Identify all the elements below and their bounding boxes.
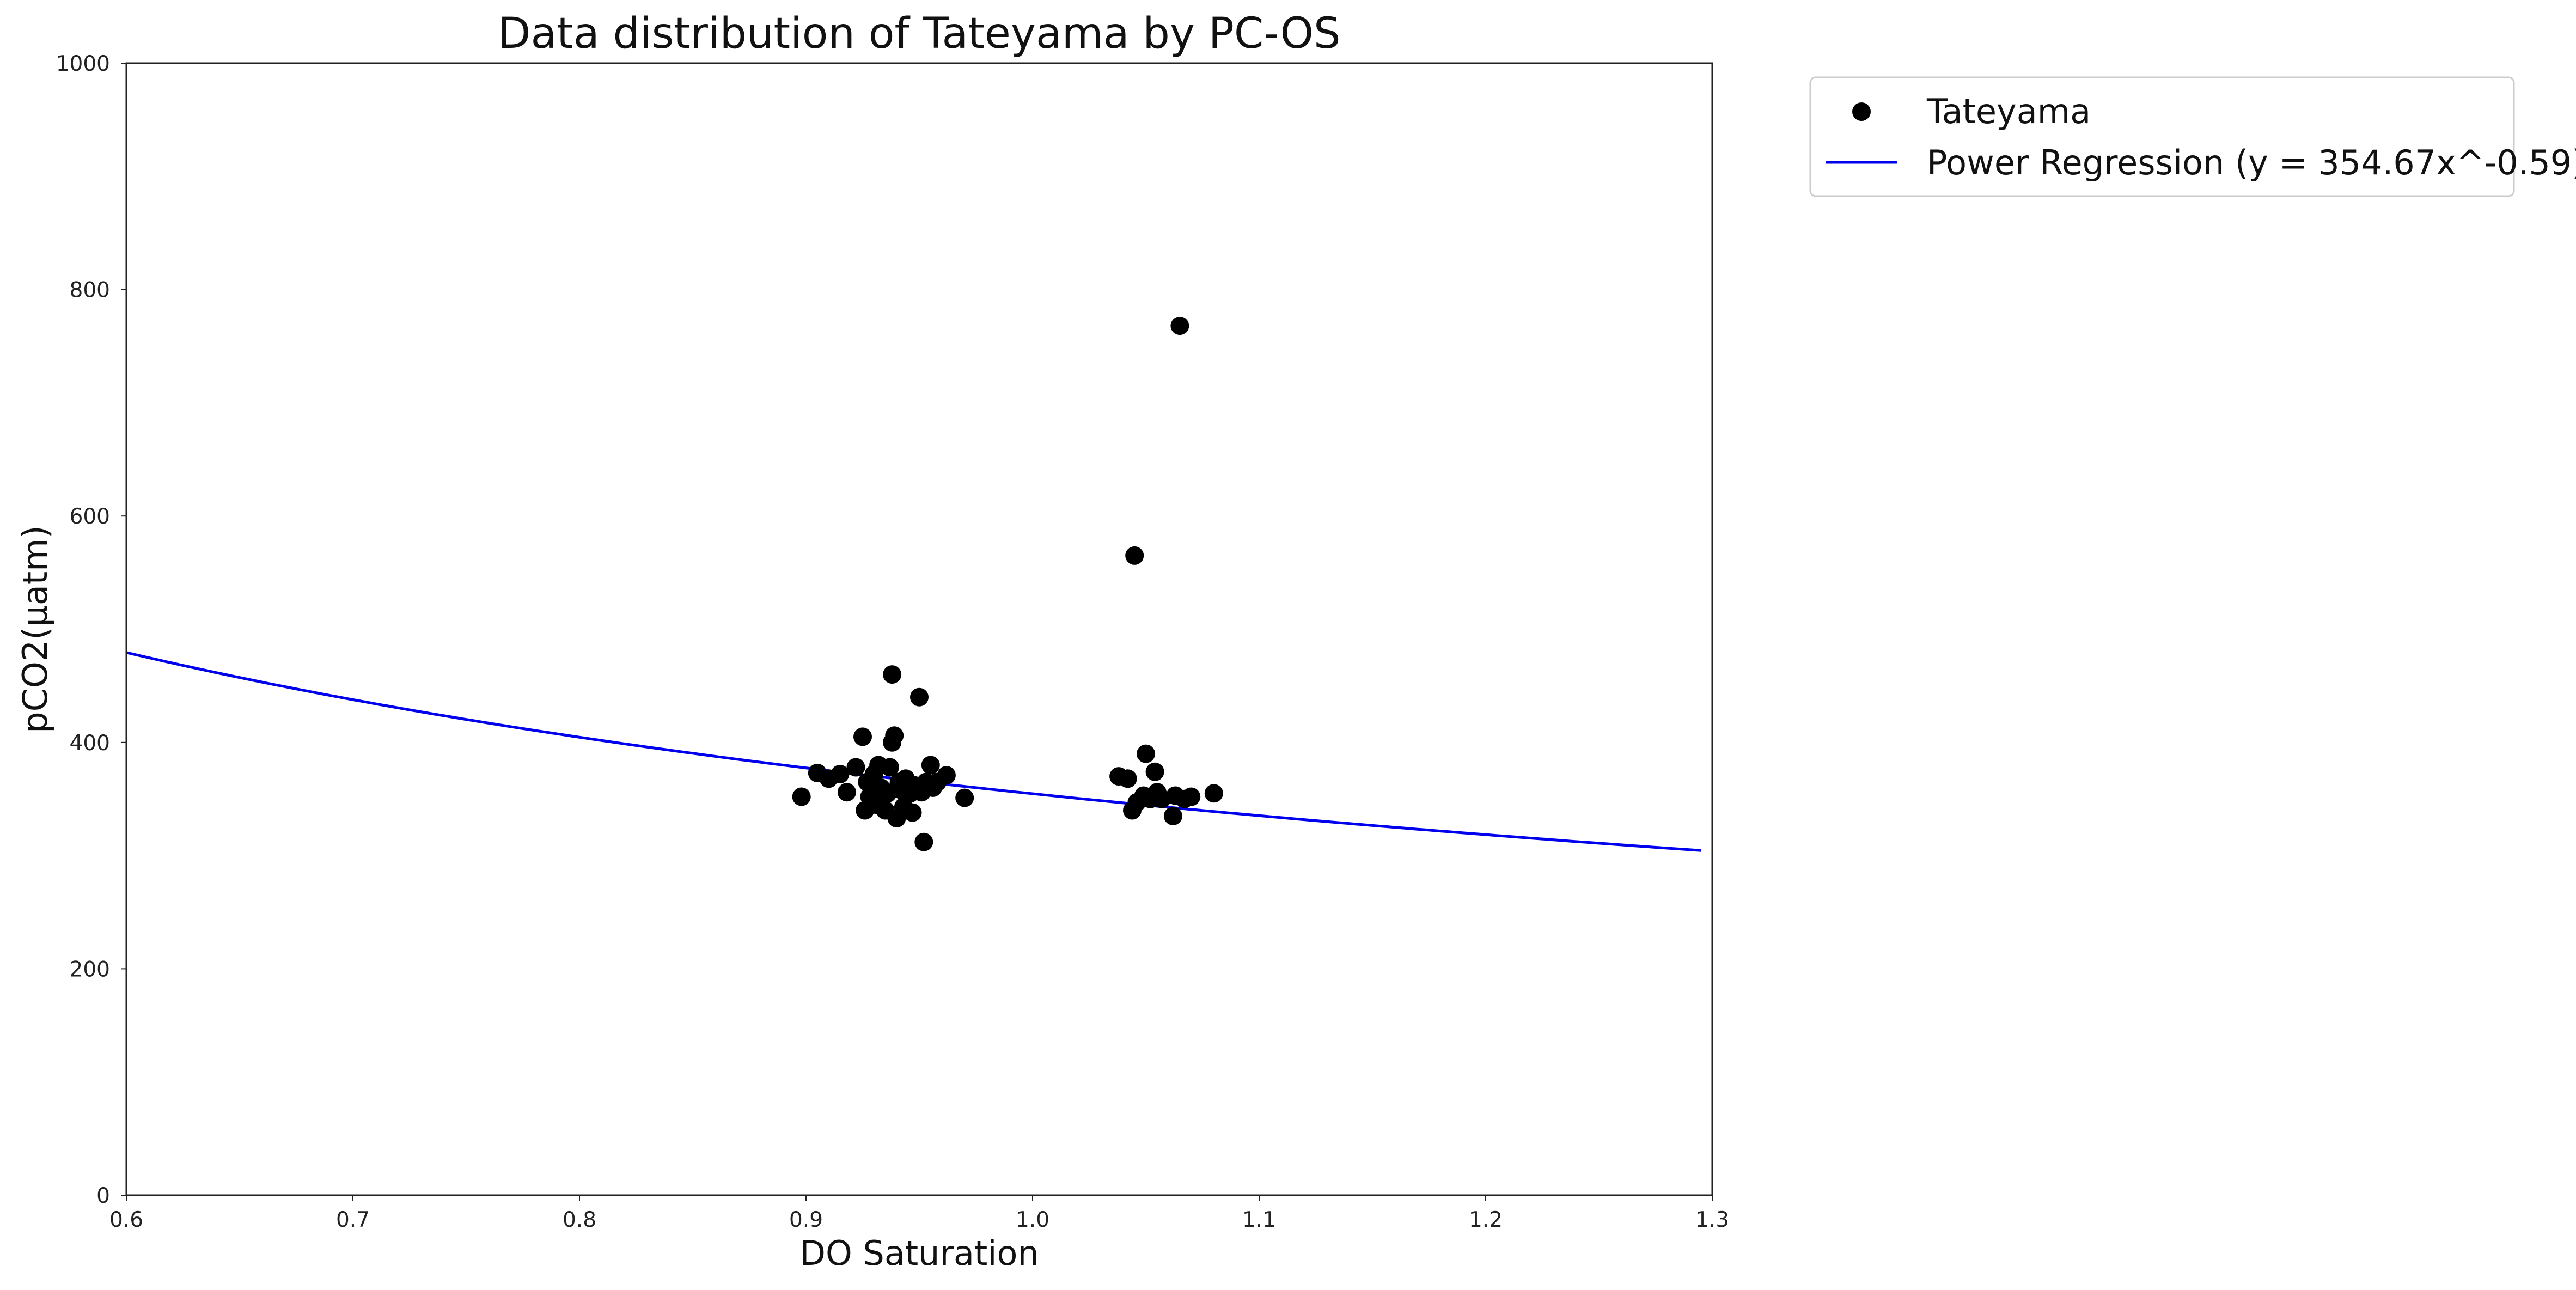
legend-label-tateyama: Tateyama bbox=[1926, 92, 2091, 131]
scatter-point bbox=[921, 756, 940, 775]
x-axis-label: DO Saturation bbox=[799, 1233, 1039, 1273]
y-tick-label: 1000 bbox=[56, 52, 110, 76]
plot-frame bbox=[125, 62, 1713, 1196]
y-tick-label: 0 bbox=[96, 1184, 110, 1208]
scatter-point bbox=[914, 832, 933, 851]
scatter-point bbox=[837, 783, 856, 802]
x-tick-label: 0.8 bbox=[563, 1208, 596, 1232]
scatter-point bbox=[862, 776, 881, 795]
scatter-point bbox=[955, 788, 974, 807]
scatter-point bbox=[1118, 769, 1137, 788]
scatter-point bbox=[1204, 784, 1223, 803]
y-tick-label: 800 bbox=[70, 278, 110, 303]
legend: Tateyama Power Regression (y = 354.67x^-… bbox=[1809, 76, 2576, 197]
y-axis-ticks: 0 200 400 600 800 1000 bbox=[56, 52, 126, 1208]
scatter-point bbox=[1170, 317, 1189, 336]
scatter-points bbox=[792, 317, 1223, 851]
y-axis-label: pCO2(μatm) bbox=[15, 525, 55, 733]
legend-label-regression: Power Regression (y = 354.67x^-0.59) bbox=[1927, 143, 2576, 182]
scatter-point bbox=[883, 665, 902, 684]
y-tick-label: 200 bbox=[70, 957, 110, 982]
scatter-point bbox=[1182, 787, 1201, 806]
plot-area bbox=[125, 62, 1713, 1196]
y-tick-label: 600 bbox=[70, 504, 110, 529]
scatter-point bbox=[903, 803, 922, 822]
x-tick-label: 0.9 bbox=[789, 1208, 823, 1232]
x-tick-label: 1.0 bbox=[1016, 1208, 1049, 1232]
x-axis-ticks: 0.6 0.7 0.8 0.9 1.0 1.1 1.2 1.3 bbox=[109, 1195, 1729, 1232]
scatter-point bbox=[1125, 546, 1144, 565]
scatter-point bbox=[1137, 744, 1155, 763]
scatter-point bbox=[937, 766, 956, 785]
x-tick-label: 1.1 bbox=[1242, 1208, 1276, 1232]
scatter-point bbox=[1163, 806, 1182, 825]
scatter-point bbox=[880, 758, 899, 777]
chart-title: Data distribution of Tateyama by PC-OS bbox=[498, 9, 1340, 58]
scatter-point bbox=[792, 787, 811, 806]
scatter-point bbox=[910, 687, 929, 707]
x-tick-label: 1.3 bbox=[1695, 1208, 1729, 1232]
legend-marker-tateyama bbox=[1852, 102, 1871, 121]
x-tick-label: 1.2 bbox=[1469, 1208, 1503, 1232]
x-tick-label: 0.6 bbox=[109, 1208, 143, 1232]
x-tick-label: 0.7 bbox=[336, 1208, 370, 1232]
y-tick-label: 400 bbox=[70, 731, 110, 756]
scatter-point bbox=[885, 726, 904, 745]
legend-frame bbox=[1809, 76, 2515, 197]
scatter-point bbox=[853, 727, 872, 746]
scatter-point bbox=[846, 758, 865, 777]
scatter-point bbox=[831, 765, 850, 783]
scatter-point bbox=[1145, 762, 1164, 781]
plot-background bbox=[126, 63, 1712, 1195]
